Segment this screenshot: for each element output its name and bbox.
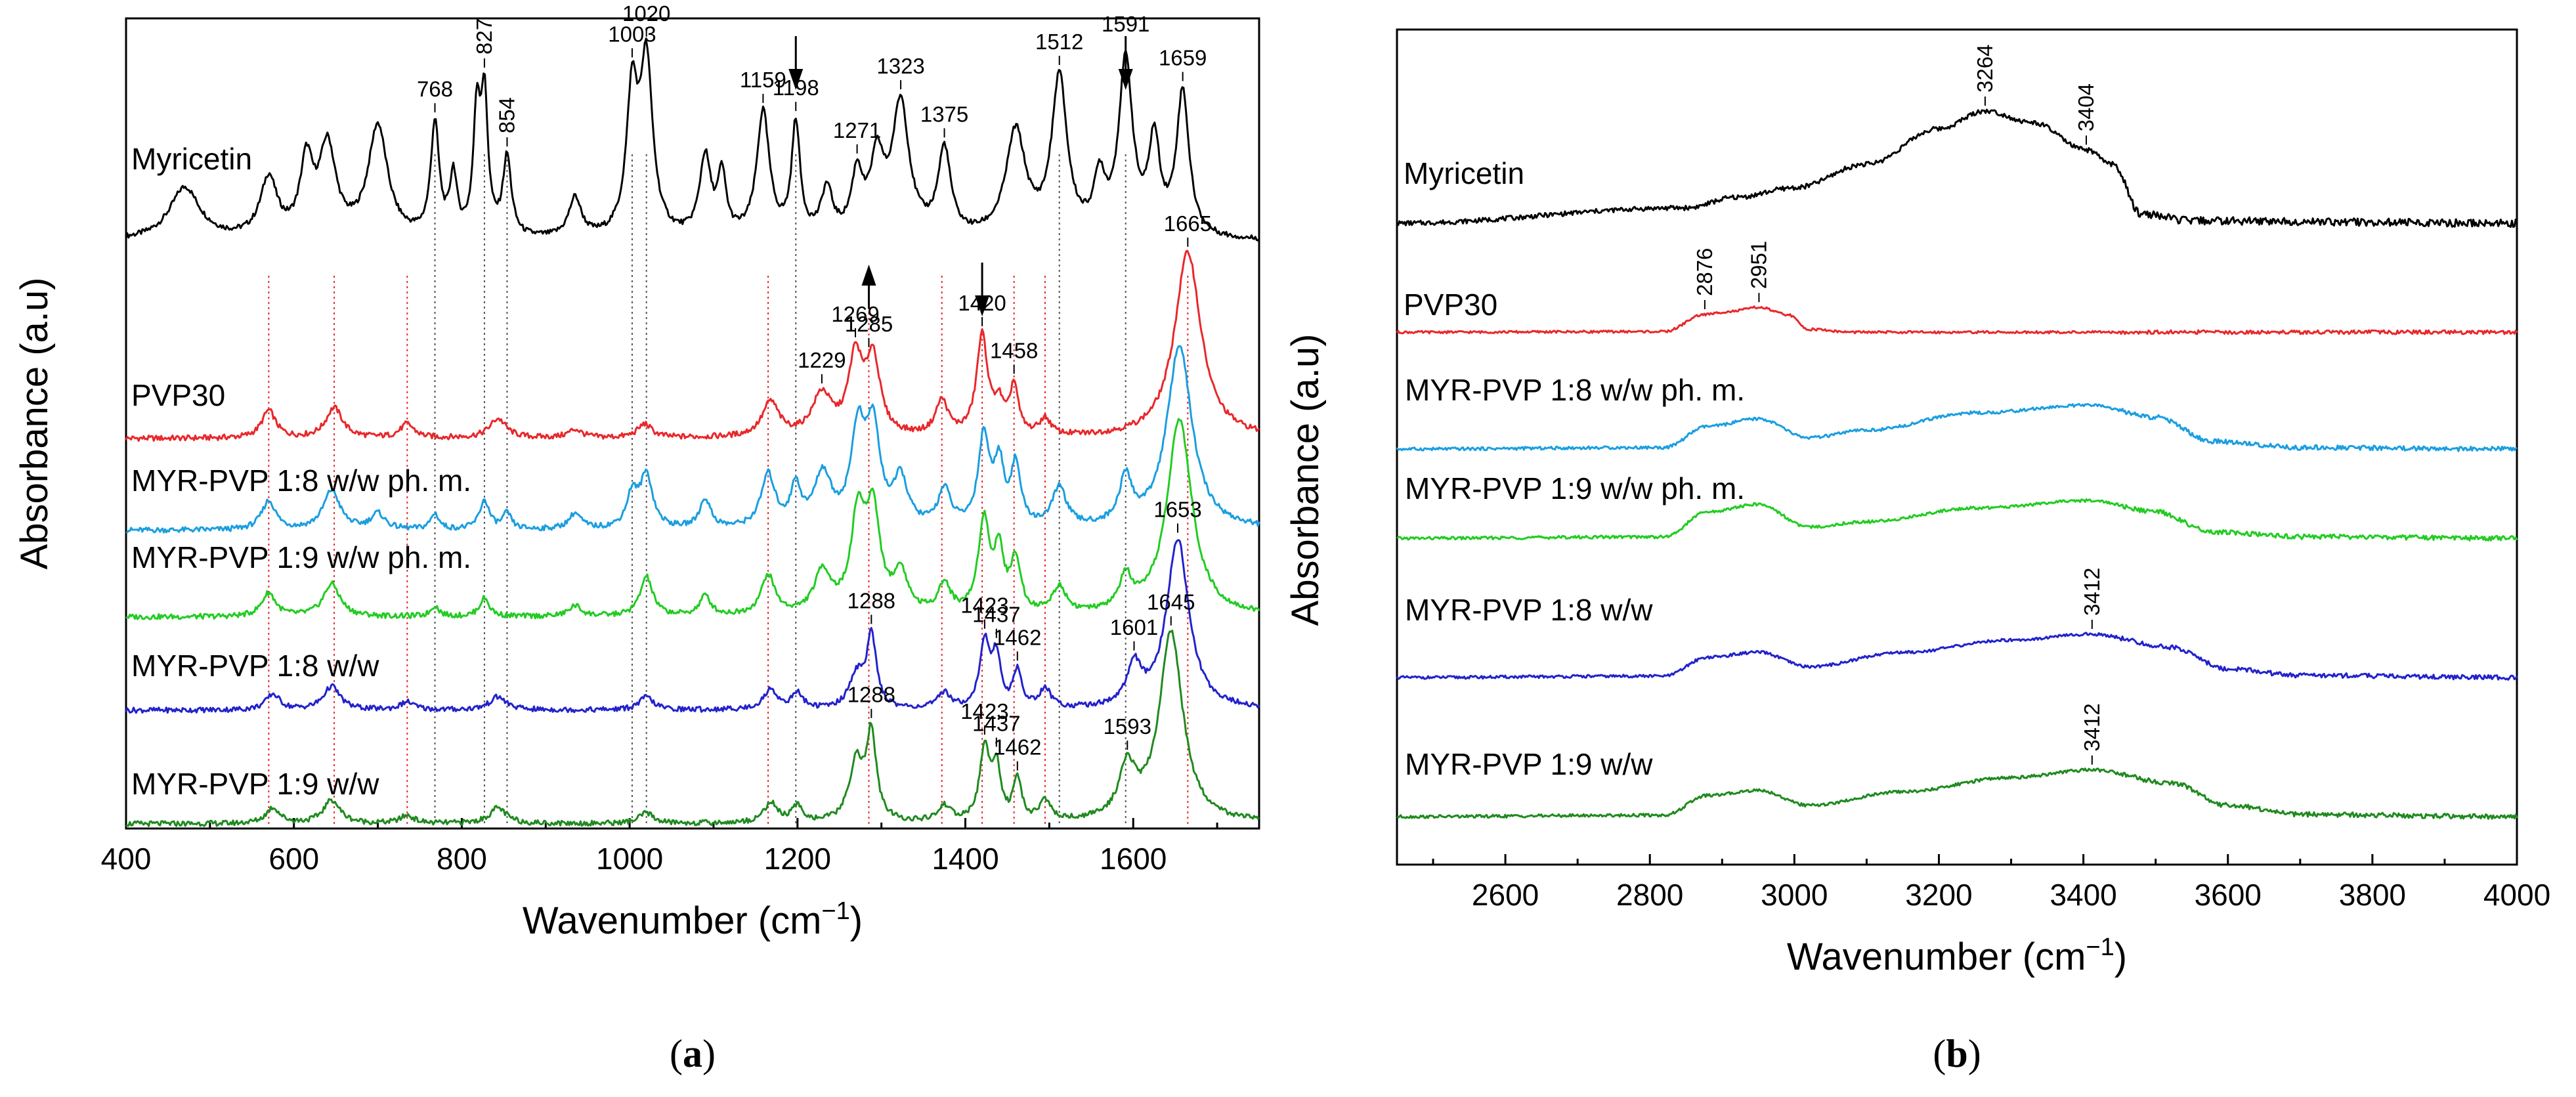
- series-line: [125, 630, 1260, 827]
- panel-caption: (b): [1933, 1032, 1981, 1075]
- peak-label: 3264: [1973, 45, 1997, 93]
- arrow-head-down: [1118, 69, 1133, 90]
- x-tick-label: 1000: [596, 842, 663, 876]
- series-label: PVP30: [1404, 288, 1497, 322]
- arrow-head-down: [975, 295, 990, 316]
- series-label: Myricetin: [1404, 156, 1524, 190]
- series-label: MYR-PVP 1:8 w/w ph. m.: [1405, 373, 1745, 407]
- peak-label: 1512: [1035, 30, 1083, 54]
- chart-panel-b: 2600 2800 3000 3200 3400 3600 3800 4000 Wavenumb…: [1284, 28, 2550, 1075]
- series-line: [1396, 402, 2518, 452]
- x-tick-label: 3200: [1905, 878, 1972, 912]
- x-tick-label: 3800: [2339, 878, 2406, 912]
- x-axis-label: Wavenumber (cm−1): [523, 897, 863, 942]
- peak-label: 1462: [993, 625, 1041, 649]
- peak-label: 1229: [798, 348, 846, 372]
- peak-label: 1423: [960, 593, 1008, 618]
- series-label: MYR-PVP 1:9 w/w ph. m.: [131, 540, 471, 574]
- series-label: MYR-PVP 1:9 w/w ph. m.: [1405, 471, 1745, 505]
- series-line: [1396, 498, 2518, 542]
- arrow-head-down: [788, 69, 804, 90]
- peak-label: 1269: [831, 302, 879, 326]
- peak-label: 1437: [972, 603, 1020, 627]
- peak-label: 1665: [1164, 211, 1212, 236]
- peak-label: 827: [472, 18, 496, 54]
- x-tick-label: 1600: [1100, 842, 1167, 876]
- x-tick-label: 1200: [764, 842, 831, 876]
- peak-label: 768: [417, 77, 453, 101]
- peak-label: 1159: [740, 68, 786, 92]
- y-axis-label: Absorbance (a.u): [1284, 334, 1327, 626]
- peak-label: 1323: [876, 54, 924, 78]
- peak-label: 3412: [2080, 568, 2104, 616]
- x-tick-label: 2800: [1616, 878, 1683, 912]
- peak-label: 1423: [960, 699, 1008, 723]
- peak-label: 1020: [622, 1, 670, 26]
- x-tick-label: 1400: [932, 842, 998, 876]
- series-line: [1396, 767, 2518, 820]
- x-tick-label: 3400: [2050, 878, 2116, 912]
- series-line: [1396, 108, 2518, 228]
- peak-label: 1003: [608, 22, 656, 46]
- series-label: MYR-PVP 1:8 w/w: [131, 649, 379, 683]
- series-line: [125, 38, 1260, 242]
- series-label: MYR-PVP 1:8 w/w: [1405, 593, 1653, 627]
- peak-label: 3412: [2080, 703, 2104, 751]
- x-tick-label: 3000: [1761, 878, 1828, 912]
- peak-label: 1288: [848, 683, 895, 707]
- peak-label: 2876: [1692, 248, 1717, 296]
- peak-label: 1437: [972, 712, 1020, 736]
- peak-label: 854: [494, 97, 519, 133]
- peak-label: 1285: [845, 312, 893, 336]
- chart-panel-a: 400 600 800 1000 1200 1400 1600 Wavenumber (cm−…: [13, 1, 1260, 1075]
- series-label: MYR-PVP 1:9 w/w: [131, 767, 379, 801]
- series-label: PVP30: [131, 378, 225, 412]
- peak-label: 1645: [1147, 590, 1195, 614]
- peak-label: 1458: [990, 338, 1038, 362]
- peak-label: 1462: [993, 735, 1041, 760]
- series-label: MYR-PVP 1:9 w/w: [1405, 747, 1653, 781]
- peak-label: 1288: [848, 588, 895, 613]
- series-label: Myricetin: [131, 142, 252, 176]
- arrow-head-up: [861, 265, 876, 286]
- peak-label: 2951: [1746, 241, 1771, 289]
- peak-label: 1591: [1102, 12, 1149, 36]
- series-line: [125, 418, 1260, 620]
- peak-label: 3404: [2074, 83, 2098, 131]
- series-label: MYR-PVP 1:8 w/w ph. m.: [131, 463, 471, 498]
- x-axis-label: Wavenumber (cm−1): [1787, 934, 2127, 978]
- series-line: [1396, 305, 2518, 335]
- series-line: [125, 345, 1260, 534]
- peak-label: 1601: [1110, 615, 1158, 639]
- peak-label: 1271: [833, 118, 881, 142]
- x-tick-label: 4000: [2483, 878, 2550, 912]
- peak-label: 1593: [1104, 714, 1151, 739]
- panel-caption: (a): [670, 1032, 716, 1075]
- plot-frame: [125, 17, 1260, 830]
- series-line: [1396, 632, 2518, 681]
- x-tick-label: 2600: [1472, 878, 1539, 912]
- peak-label: 1653: [1153, 497, 1201, 521]
- x-tick-label: 3600: [2195, 878, 2262, 912]
- x-tick-label: 800: [437, 842, 487, 876]
- peak-label: 1375: [920, 102, 968, 126]
- series-line: [125, 249, 1260, 442]
- y-axis-label: Absorbance (a.u): [13, 278, 56, 570]
- peak-label: 1659: [1159, 46, 1207, 70]
- x-tick-label: 400: [101, 842, 152, 876]
- plot-frame: [1396, 28, 2518, 866]
- x-tick-label: 600: [268, 842, 319, 876]
- series-line: [125, 539, 1260, 714]
